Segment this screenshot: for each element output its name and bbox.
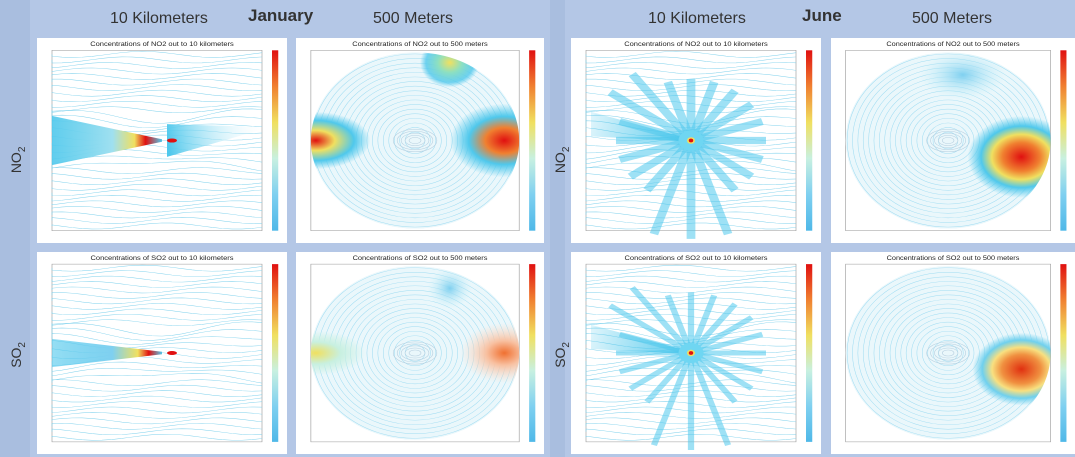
plot-title: Concentrations of NO2 out to 10 kilomete…	[90, 42, 234, 48]
colorbar	[529, 264, 536, 442]
plot-jun-no2-m-svg: Concentrations of NO2 out to 500 meters	[845, 42, 1067, 231]
plot-title: Concentrations of NO2 out to 10 kilomete…	[624, 42, 768, 48]
plot-jun-so2-m-svg: Concentrations of SO2 out to 500 meters	[845, 256, 1067, 443]
plot-jun-so2-km-svg: Concentrations of SO2 out to 10 kilomete…	[585, 256, 813, 450]
row-label-jun-so2: SO2	[552, 342, 572, 368]
plot-jan-no2-m-svg: Concentrations of NO2 out to 500 meters	[310, 42, 536, 231]
plot-title: Concentrations of SO2 out to 10 kilomete…	[91, 256, 235, 262]
colorbar	[806, 264, 813, 442]
plot-jan-so2-km-svg: Concentrations of SO2 out to 10 kilomete…	[51, 256, 279, 443]
plot-jun-no2-km-svg: Concentrations of NO2 out to 10 kilomete…	[585, 42, 813, 239]
row-label-jan-so2: SO2	[8, 342, 28, 368]
plot-jun-no2-km: Concentrations of NO2 out to 10 kilomete…	[571, 38, 821, 243]
plot-jan-so2-m-svg: Concentrations of SO2 out to 500 meters	[310, 256, 536, 443]
plot-title: Concentrations of SO2 out to 500 meters	[353, 256, 489, 262]
col-header-jan-km: 10 Kilometers	[110, 10, 208, 27]
colorbar	[806, 50, 813, 231]
colorbar	[272, 264, 279, 442]
plot-jun-so2-km: Concentrations of SO2 out to 10 kilomete…	[571, 252, 821, 454]
row-label-jun-no2: NO2	[552, 146, 572, 174]
plot-jun-so2-m: Concentrations of SO2 out to 500 meters	[831, 252, 1075, 454]
colorbar	[1060, 264, 1067, 442]
colorbar	[529, 50, 536, 231]
month-june: June	[802, 6, 842, 25]
colorbar	[1060, 50, 1067, 231]
plot-jan-no2-m: Concentrations of NO2 out to 500 meters	[296, 38, 544, 243]
col-header-jan-m: 500 Meters	[373, 10, 454, 27]
row-label-jan-no2: NO2	[8, 146, 28, 174]
plot-jan-so2-m: Concentrations of SO2 out to 500 meters	[296, 252, 544, 454]
colorbar	[272, 50, 279, 231]
plot-jan-no2-km-svg: Concentrations of NO2 out to 10 kilomete…	[51, 42, 279, 231]
plot-title: Concentrations of NO2 out to 500 meters	[886, 42, 1020, 48]
plot-title: Concentrations of NO2 out to 500 meters	[352, 42, 488, 48]
plot-title: Concentrations of SO2 out to 10 kilomete…	[625, 256, 769, 262]
plot-jan-no2-km: Concentrations of NO2 out to 10 kilomete…	[37, 38, 287, 243]
plot-title: Concentrations of SO2 out to 500 meters	[887, 256, 1020, 262]
month-january: January	[248, 6, 314, 25]
plot-jan-so2-km: Concentrations of SO2 out to 10 kilomete…	[37, 252, 287, 454]
col-header-jun-m: 500 Meters	[912, 10, 993, 27]
col-header-jun-km: 10 Kilometers	[648, 10, 746, 27]
plot-jun-no2-m: Concentrations of NO2 out to 500 meters	[831, 38, 1075, 243]
